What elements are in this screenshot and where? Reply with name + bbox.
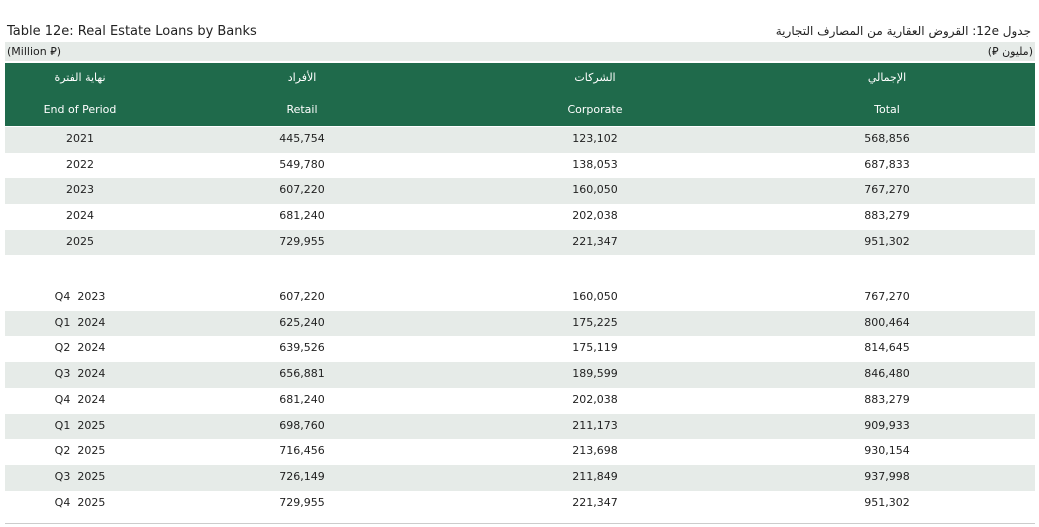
value-cell: 123,102 bbox=[572, 132, 618, 145]
column-header-ar: الشركات bbox=[574, 71, 616, 84]
period-cell: Q3 2024 bbox=[54, 367, 106, 381]
value-cell: 716,456 bbox=[279, 444, 325, 458]
value-cell: 698,760 bbox=[279, 418, 325, 432]
value-cell: 951,302 bbox=[864, 495, 910, 509]
value-cell: 846,480 bbox=[864, 367, 910, 381]
period-cell: Q4 2024 bbox=[54, 392, 106, 406]
value-cell: 687,833 bbox=[864, 157, 910, 171]
period-cell: 2024 bbox=[66, 209, 94, 223]
unit: (Million ⃁) bbox=[7, 45, 62, 58]
value-cell: 767,270 bbox=[864, 183, 910, 197]
value-cell: 639,526 bbox=[279, 341, 325, 355]
value-cell: 221,347 bbox=[572, 234, 618, 248]
value-cell: 883,279 bbox=[864, 209, 910, 223]
value-cell: 729,955 bbox=[279, 234, 325, 248]
value-cell: 213,698 bbox=[572, 444, 618, 458]
row-band bbox=[5, 310, 1035, 337]
value-cell: 138,053 bbox=[572, 157, 618, 171]
period-cell: Q4 2023 bbox=[54, 290, 106, 303]
period-cell: Q1 2025 bbox=[54, 418, 106, 432]
unit-ar: (مليون ⃁) bbox=[987, 45, 1033, 58]
value-cell: 656,881 bbox=[279, 367, 325, 381]
value-cell: 607,220 bbox=[279, 183, 325, 197]
value-cell: 800,464 bbox=[864, 315, 910, 329]
column-header-en: End of Period bbox=[43, 103, 117, 116]
value-cell: 211,173 bbox=[572, 418, 618, 432]
value-cell: 767,270 bbox=[864, 290, 910, 303]
value-cell: 549,780 bbox=[279, 157, 325, 171]
title: Table 12e: Real Estate Loans by Banks bbox=[7, 24, 257, 39]
value-cell: 625,240 bbox=[279, 315, 325, 329]
value-cell: 814,645 bbox=[864, 341, 910, 355]
period-cell: Q2 2025 bbox=[54, 444, 106, 458]
value-cell: 211,849 bbox=[572, 469, 618, 483]
value-cell: 930,154 bbox=[864, 444, 910, 458]
row-band bbox=[5, 127, 1035, 153]
row-band bbox=[5, 178, 1035, 205]
row-band bbox=[5, 464, 1035, 491]
column-header-ar: الأفراد bbox=[287, 71, 317, 84]
period-cell: Q1 2024 bbox=[54, 315, 106, 329]
value-cell: 221,347 bbox=[572, 495, 618, 509]
column-header-en: Total bbox=[874, 103, 900, 116]
row-band bbox=[5, 413, 1035, 440]
value-cell: 951,302 bbox=[864, 234, 910, 248]
period-cell: 2023 bbox=[66, 183, 94, 197]
value-cell: 445,754 bbox=[279, 132, 325, 145]
period-cell: Q3 2025 bbox=[54, 469, 106, 483]
period-cell: 2025 bbox=[66, 234, 94, 248]
value-cell: 729,955 bbox=[279, 495, 325, 509]
period-cell: 2022 bbox=[66, 157, 94, 171]
period-cell: 2021 bbox=[66, 132, 94, 145]
column-header-en: Retail bbox=[286, 103, 318, 116]
period-cell: Q2 2024 bbox=[54, 341, 106, 355]
unit-band bbox=[5, 42, 1035, 61]
value-cell: 607,220 bbox=[279, 290, 325, 303]
row-band bbox=[5, 229, 1035, 256]
value-cell: 883,279 bbox=[864, 392, 910, 406]
header-band bbox=[5, 63, 1035, 126]
value-cell: 681,240 bbox=[279, 209, 325, 223]
row-band bbox=[5, 362, 1035, 388]
value-cell: 681,240 bbox=[279, 392, 325, 406]
value-cell: 726,149 bbox=[279, 469, 325, 483]
value-cell: 909,933 bbox=[864, 418, 910, 432]
value-cell: 937,998 bbox=[864, 469, 910, 483]
value-cell: 175,225 bbox=[572, 315, 618, 329]
value-cell: 202,038 bbox=[572, 209, 618, 223]
value-cell: 160,050 bbox=[572, 183, 618, 197]
value-cell: 160,050 bbox=[572, 290, 618, 303]
value-cell: 202,038 bbox=[572, 392, 618, 406]
title-ar: جدول 12e: القروض العقارية من المصارف الت… bbox=[775, 24, 1031, 38]
value-cell: 175,119 bbox=[572, 341, 618, 355]
column-header-ar: الإجمالي bbox=[867, 71, 907, 84]
period-cell: Q4 2025 bbox=[54, 495, 106, 509]
column-header-en: Corporate bbox=[567, 103, 623, 116]
value-cell: 189,599 bbox=[572, 367, 618, 381]
bottom-rule bbox=[5, 523, 1035, 524]
value-cell: 568,856 bbox=[864, 132, 910, 145]
column-header-ar: نهاية الفترة bbox=[54, 71, 106, 84]
